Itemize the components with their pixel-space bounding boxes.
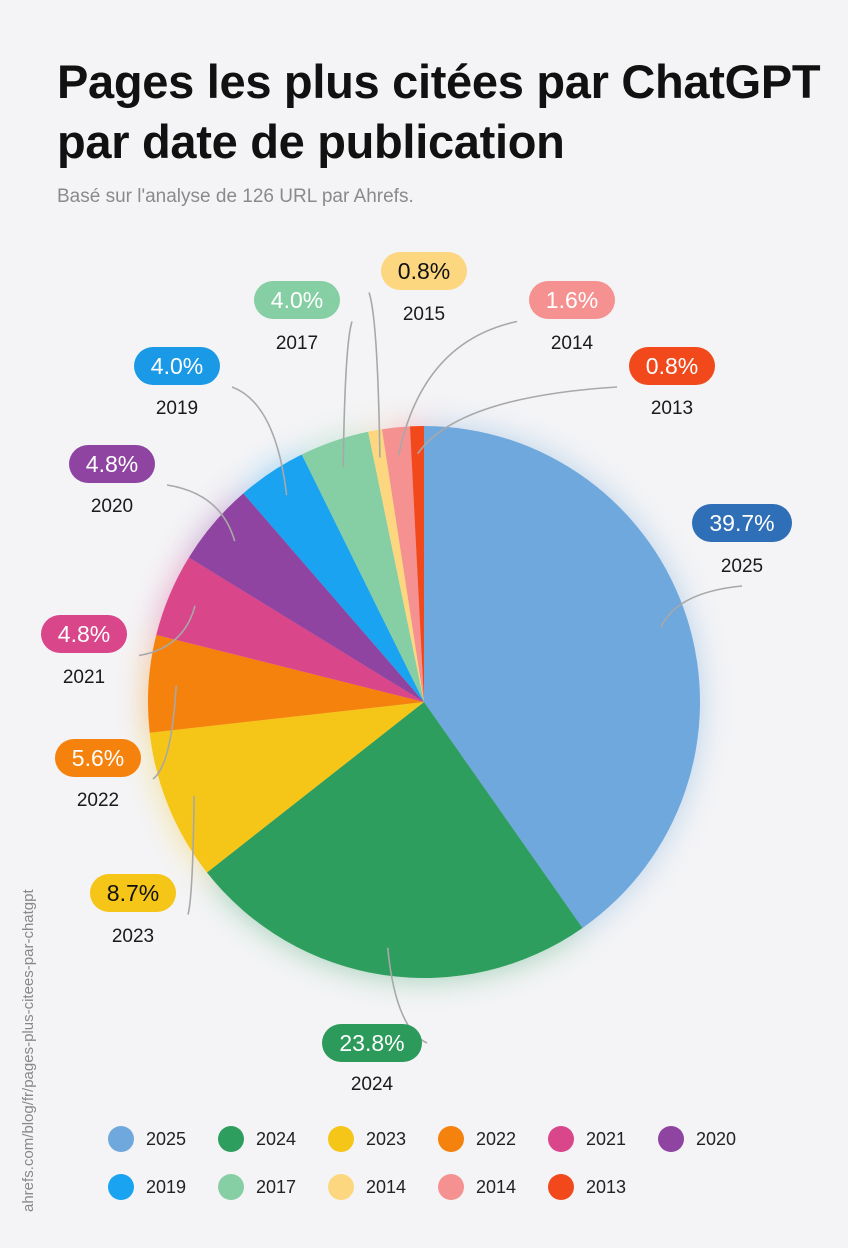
year-label-2017: 2017 [276, 333, 318, 354]
leader-line-2020 [166, 484, 236, 542]
value-pill-2019 [134, 347, 220, 385]
value-label-2021: 4.8% [58, 621, 110, 647]
leader-line-2022 [152, 685, 177, 780]
legend-label: 2013 [586, 1176, 627, 1197]
legend-swatch [438, 1126, 464, 1152]
legend-item-2021: 2021 [548, 1126, 658, 1152]
legend-item-2025: 2025 [108, 1126, 218, 1152]
legend-swatch [108, 1174, 134, 1200]
legend-item-2020: 2020 [658, 1126, 768, 1152]
value-label-2023: 8.7% [107, 880, 159, 906]
year-label-2013: 2013 [651, 398, 693, 419]
legend-label: 2019 [146, 1176, 187, 1197]
year-label-2022: 2022 [77, 790, 119, 811]
legend-swatch [548, 1174, 574, 1200]
chart-legend: 2025 2024 2023 2022 2021 2020 2019 2017 2014 2014… [108, 1126, 768, 1200]
legend-swatch [108, 1126, 134, 1152]
value-pill-2023 [90, 874, 176, 912]
value-label-2020: 4.8% [86, 451, 138, 477]
year-label-2021: 2021 [63, 667, 105, 688]
value-pill-2024 [322, 1024, 422, 1062]
value-label-2024: 23.8% [339, 1030, 404, 1056]
value-pill-2021 [41, 615, 127, 653]
pie-slice-2013 [409, 426, 424, 702]
legend-item-2013: 2013 [548, 1174, 658, 1200]
pie-slice-2021 [156, 557, 424, 702]
legend-swatch [328, 1126, 354, 1152]
year-label-2014: 2014 [551, 333, 594, 354]
value-label-2025: 39.7% [709, 510, 774, 536]
chart-title: Pages les plus citées par ChatGPT par da… [57, 55, 821, 168]
pie-slice-2015 [368, 429, 424, 702]
legend-item-2024: 2024 [218, 1126, 328, 1152]
legend-swatch [548, 1126, 574, 1152]
value-label-2015: 0.8% [398, 258, 450, 284]
legend-item-2023: 2023 [328, 1126, 438, 1152]
value-label-2014: 1.6% [546, 287, 598, 313]
year-label-2019: 2019 [156, 398, 198, 419]
year-label-2024: 2024 [351, 1074, 394, 1095]
leader-line-2017 [342, 321, 353, 468]
legend-label: 2025 [146, 1128, 187, 1149]
value-pill-2014 [529, 281, 615, 319]
leader-line-2014 [397, 320, 518, 456]
leader-line-2021 [138, 605, 196, 657]
value-pill-2017 [254, 281, 340, 319]
leader-line-2015 [368, 292, 381, 458]
pie-slice-2024 [206, 702, 583, 979]
legend-label: 2020 [696, 1128, 737, 1149]
legend-swatch [328, 1174, 354, 1200]
pie-slice-2022 [147, 634, 424, 733]
pie-slice-2023 [149, 702, 424, 873]
pie-slice-2017 [301, 431, 424, 702]
legend-swatch [658, 1126, 684, 1152]
legend-label: 2021 [586, 1128, 627, 1149]
pie-slice-2025 [424, 426, 701, 928]
legend-swatch [218, 1174, 244, 1200]
leader-line-2023 [187, 796, 195, 915]
year-label-2025: 2025 [721, 556, 763, 577]
pie-slice-2019 [243, 454, 424, 702]
value-pill-2015 [381, 252, 467, 290]
leader-line-2013 [417, 386, 618, 455]
pie-slice-2014 [381, 426, 424, 702]
pie-slice-2020 [188, 493, 424, 702]
legend-swatch [218, 1126, 244, 1152]
legend-label: 2023 [366, 1128, 407, 1149]
legend-label: 2022 [476, 1128, 517, 1149]
legend-label: 2014 [366, 1176, 407, 1197]
legend-item-2022: 2022 [438, 1126, 548, 1152]
legend-label: 2024 [256, 1128, 297, 1149]
value-label-2019: 4.0% [151, 353, 203, 379]
legend-item-2014: 2014 [438, 1174, 548, 1200]
value-pill-2025 [692, 504, 792, 542]
legend-item-2017: 2017 [218, 1174, 328, 1200]
year-label-2023: 2023 [112, 926, 154, 947]
legend-item-2014: 2014 [328, 1174, 438, 1200]
value-label-2022: 5.6% [72, 745, 124, 771]
leader-lines [138, 292, 743, 1044]
value-label-2013: 0.8% [646, 353, 698, 379]
leader-line-2025 [660, 585, 743, 628]
year-label-2020: 2020 [91, 496, 133, 517]
legend-label: 2014 [476, 1176, 517, 1197]
value-pill-2022 [55, 739, 141, 777]
value-label-2017: 4.0% [271, 287, 323, 313]
legend-item-2019: 2019 [108, 1174, 218, 1200]
chart-subtitle: Basé sur l'analyse de 126 URL par Ahrefs… [57, 186, 414, 207]
slice-labels: 39.7% 2025 23.8% 2024 8.7% 2023 5.6% 2022 4.8% 20… [41, 252, 792, 1095]
pie-slices [147, 426, 701, 979]
legend-swatch [438, 1174, 464, 1200]
leader-line-2019 [231, 386, 288, 496]
legend-label: 2017 [256, 1176, 297, 1197]
value-pill-2013 [629, 347, 715, 385]
value-pill-2020 [69, 445, 155, 483]
year-label-2015: 2015 [403, 304, 445, 325]
